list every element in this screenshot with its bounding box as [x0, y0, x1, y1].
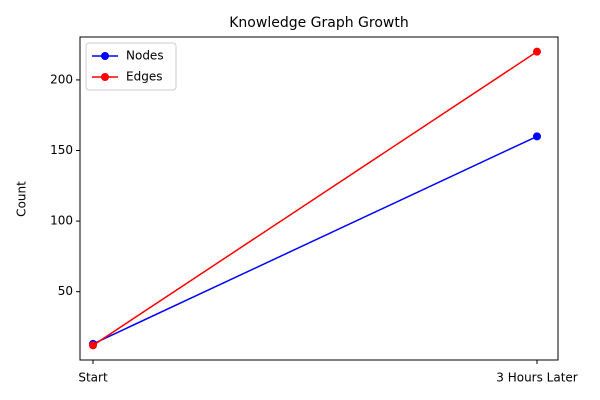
y-tick-label: 50 [58, 284, 73, 298]
x-tick-label: Start [78, 371, 108, 385]
series-line [92, 51, 538, 346]
y-tick-label: 200 [50, 72, 73, 86]
legend-label: Nodes [126, 49, 164, 63]
y-tick-label: 100 [50, 214, 73, 228]
legend-marker [101, 52, 109, 60]
y-tick-label: 150 [50, 143, 73, 157]
series-line [92, 135, 538, 345]
y-axis-label: Count [15, 181, 29, 217]
data-point [533, 132, 541, 141]
plot-frame [79, 36, 559, 361]
data-point [533, 47, 541, 56]
data-point [89, 341, 97, 350]
x-tick-label: 3 Hours Later [496, 371, 578, 385]
chart-title: Knowledge Graph Growth [229, 15, 408, 31]
legend-marker [101, 73, 109, 81]
legend-label: Edges [126, 70, 162, 84]
